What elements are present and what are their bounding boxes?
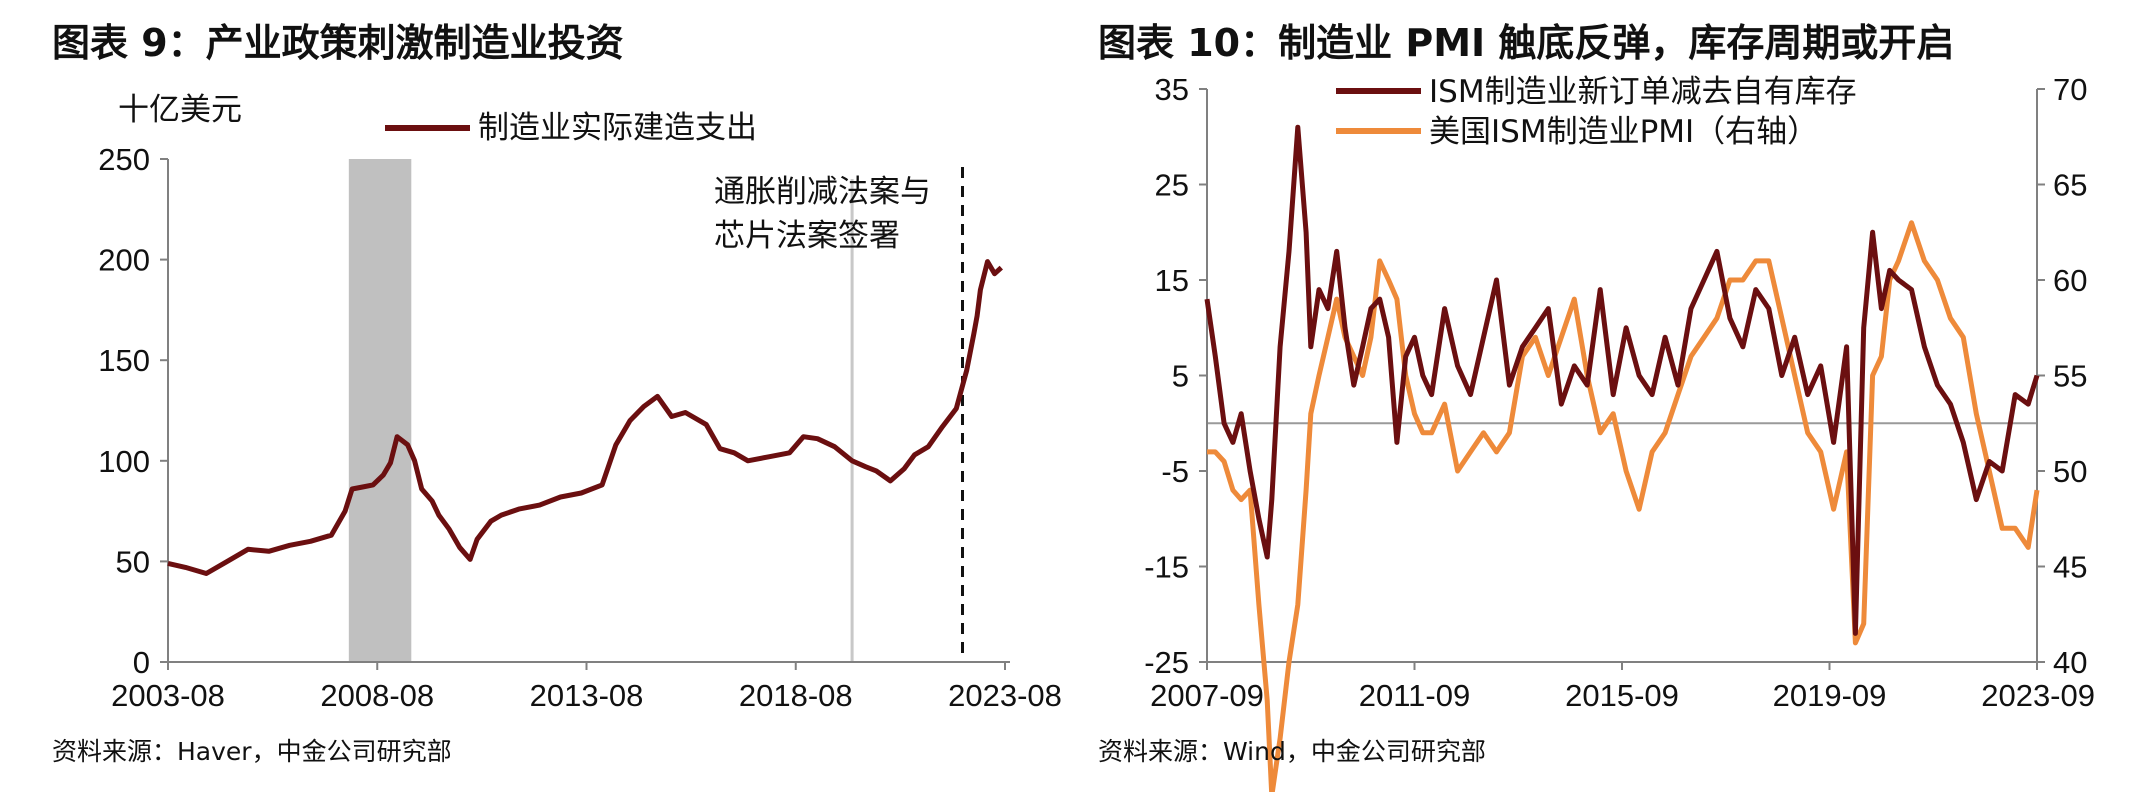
series-line-construction-spending xyxy=(167,259,1003,576)
y-tick-label: -5 xyxy=(1161,454,1189,489)
x-tick-label: 2015-09 xyxy=(1565,678,1679,713)
y-tick-label: 0 xyxy=(133,645,150,680)
series-line-pmi xyxy=(1207,220,2040,792)
y-tick-label: 250 xyxy=(98,142,150,177)
x-tick-label: 2013-08 xyxy=(530,678,644,713)
y-tick-label: 200 xyxy=(98,243,150,278)
annotation-line-1: 通胀削减法案与 xyxy=(714,174,931,210)
series-line-orders-minus-inventory xyxy=(1204,124,2040,636)
x-tick-label: 2023-08 xyxy=(948,678,1062,713)
chart-left: 图表 9：产业政策刺激制造业投资 十亿美元 0 50 100 150 200 250 20… xyxy=(52,21,1062,766)
chart-left-title: 图表 9：产业政策刺激制造业投资 xyxy=(52,21,624,65)
y2-tick-label: 60 xyxy=(2053,263,2087,298)
x-tick-label: 2018-08 xyxy=(739,678,853,713)
x-ticks: 2007-09 2011-09 2015-09 2019-09 2023-09 xyxy=(1150,662,2095,713)
y-tick-label: -25 xyxy=(1144,645,1189,680)
x-tick-label: 2011-09 xyxy=(1359,678,1470,713)
y-tick-label: 100 xyxy=(98,444,150,479)
x-tick-label: 2003-08 xyxy=(111,678,225,713)
y-tick-label: 5 xyxy=(1172,359,1189,394)
y-tick-label: 35 xyxy=(1155,72,1189,107)
x-ticks: 2003-08 2008-08 2013-08 2018-08 2023-08 xyxy=(111,662,1062,713)
chart-right: 图表 10：制造业 PMI 触底反弹，库存周期或开启 35 25 15 5 -5 -15 -… xyxy=(1098,21,2095,792)
legend-label-pmi: 美国ISM制造业PMI（右轴） xyxy=(1429,114,1818,150)
y2-tick-label: 50 xyxy=(2053,454,2087,489)
y2-tick-label: 65 xyxy=(2053,168,2087,203)
y2-tick-label: 70 xyxy=(2053,72,2087,107)
legend-label-orders: ISM制造业新订单减去自有库存 xyxy=(1429,74,1857,110)
x-tick-label: 2008-08 xyxy=(320,678,434,713)
y-ticks-right: 70 65 60 55 50 45 40 xyxy=(2037,72,2087,680)
y-ticks-left: 35 25 15 5 -5 -15 -25 xyxy=(1144,72,1207,680)
x-tick-label: 2023-09 xyxy=(1981,678,2095,713)
chart-right-title: 图表 10：制造业 PMI 触底反弹，库存周期或开启 xyxy=(1098,21,1954,65)
y-tick-label: 25 xyxy=(1155,168,1189,203)
source-note-left: 资料来源：Haver，中金公司研究部 xyxy=(52,737,452,766)
recession-shade xyxy=(348,159,412,662)
annotation-line-2: 芯片法案签署 xyxy=(714,218,900,254)
y-tick-label: 150 xyxy=(98,343,150,378)
y-tick-label: 50 xyxy=(116,544,150,579)
y-ticks: 0 50 100 150 200 250 xyxy=(98,142,168,680)
y2-tick-label: 40 xyxy=(2053,645,2087,680)
y-tick-label: -15 xyxy=(1144,550,1189,585)
x-tick-label: 2019-09 xyxy=(1773,678,1887,713)
chart-left-unit-label: 十亿美元 xyxy=(118,92,242,128)
legend-label-construction: 制造业实际建造支出 xyxy=(478,110,757,146)
y2-tick-label: 55 xyxy=(2053,359,2087,394)
y-tick-label: 15 xyxy=(1155,263,1189,298)
x-tick-label: 2007-09 xyxy=(1150,678,1264,713)
source-note-right: 资料来源：Wind，中金公司研究部 xyxy=(1098,737,1486,766)
y2-tick-label: 45 xyxy=(2053,550,2087,585)
